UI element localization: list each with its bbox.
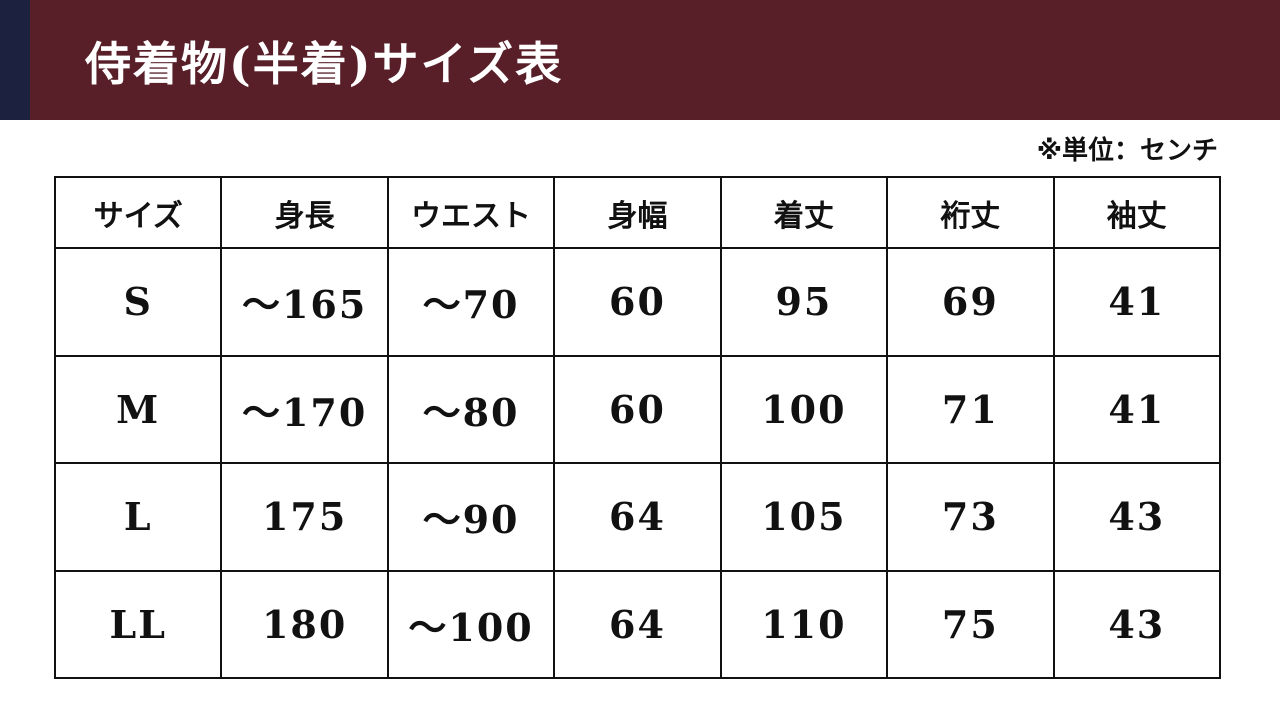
table-cell: 〜100: [386, 569, 556, 679]
table-cell: 100: [719, 354, 889, 464]
table-row: S 〜165 〜70 60 95 69 41: [53, 247, 1222, 357]
table-cell: 180: [220, 569, 389, 679]
table-header-row: サイズ 身長 ウエスト 身幅 着丈 裄丈 袖丈: [53, 176, 1222, 249]
column-header: 身長: [220, 176, 389, 249]
table-cell: 71: [886, 354, 1055, 464]
unit-note: ※単位：センチ: [1036, 136, 1218, 166]
table-cell: 60: [553, 354, 722, 464]
table-cell: 41: [1052, 354, 1222, 464]
table-cell: 43: [1052, 569, 1222, 679]
column-header: 袖丈: [1052, 176, 1222, 249]
table-cell: 43: [1052, 462, 1222, 572]
column-header: 着丈: [719, 176, 889, 249]
table-cell: 73: [886, 462, 1055, 572]
table-cell: 75: [886, 569, 1055, 679]
column-header: 裄丈: [886, 176, 1055, 249]
table-cell: 64: [553, 569, 722, 679]
column-header: サイズ: [53, 176, 223, 249]
size-table: サイズ 身長 ウエスト 身幅 着丈 裄丈 袖丈 S 〜165 〜70 60 95 69 41 M 〜170 〜…: [53, 176, 1222, 679]
table-cell: 〜80: [386, 354, 556, 464]
table-cell: 95: [719, 247, 889, 357]
table-cell: 〜90: [386, 462, 556, 572]
table-cell: 〜70: [386, 247, 556, 357]
table-cell: 〜165: [220, 247, 389, 357]
table-cell: L: [53, 462, 223, 572]
table-row: M 〜170 〜80 60 100 71 41: [53, 354, 1222, 464]
table-cell: 〜170: [220, 354, 389, 464]
header-banner: [30, 0, 1280, 120]
accent-stripe: [0, 0, 30, 120]
table-cell: 69: [886, 247, 1055, 357]
column-header: ウエスト: [386, 176, 556, 249]
table-cell: 175: [220, 462, 389, 572]
table-cell: 105: [719, 462, 889, 572]
table-row: L 175 〜90 64 105 73 43: [53, 462, 1222, 572]
table-cell: LL: [53, 569, 223, 679]
table-cell: 64: [553, 462, 722, 572]
column-header: 身幅: [553, 176, 722, 249]
table-row: LL 180 〜100 64 110 75 43: [53, 569, 1222, 679]
table-cell: 110: [719, 569, 889, 679]
page-title: 侍着物(半着)サイズ表: [85, 37, 564, 91]
table-cell: 60: [553, 247, 722, 357]
table-cell: M: [53, 354, 223, 464]
table-cell: 41: [1052, 247, 1222, 357]
table-cell: S: [53, 247, 223, 357]
